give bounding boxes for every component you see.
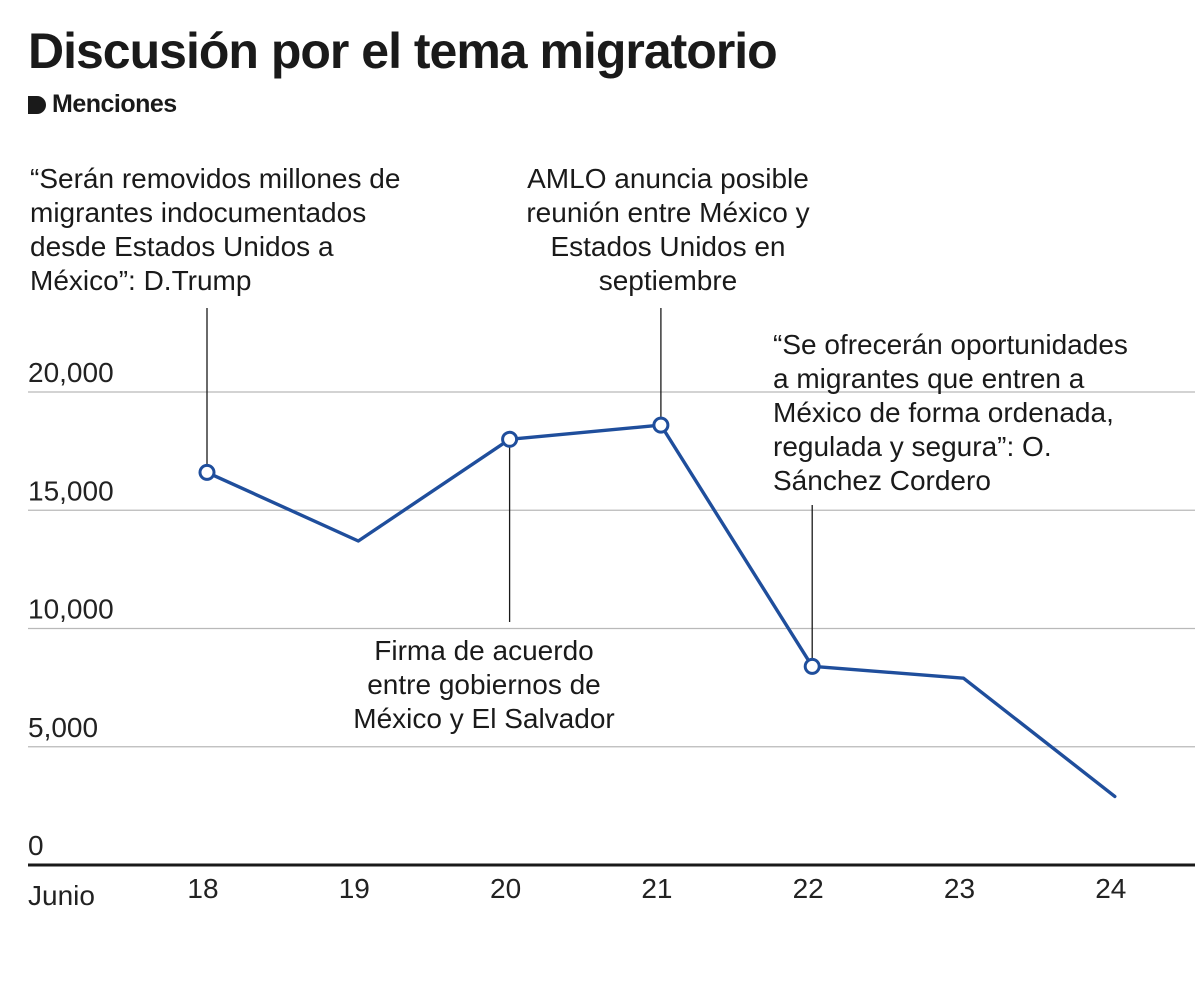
gridlines bbox=[28, 391, 1195, 748]
annotation-line: México y El Salvador bbox=[353, 703, 614, 734]
annotation-line: AMLO anuncia posible bbox=[527, 163, 809, 194]
annotation-line: septiembre bbox=[599, 265, 738, 296]
chart-subtitle: Menciones bbox=[28, 90, 177, 119]
annotation-line: reunión entre México y bbox=[526, 197, 809, 228]
subtitle-label: Menciones bbox=[52, 90, 177, 118]
x-tick-labels: 18 19 20 21 22 23 24 bbox=[187, 873, 1126, 904]
x-tick-label: 20 bbox=[490, 873, 521, 904]
x-tick-label: 18 bbox=[187, 873, 218, 904]
annotation-line: regulada y segura”: O. bbox=[773, 431, 1052, 462]
y-tick-label: 15,000 bbox=[28, 475, 114, 506]
annotation-line: “Se ofrecerán oportunidades bbox=[773, 329, 1128, 360]
data-point-marker bbox=[501, 430, 519, 448]
y-tick-label: 10,000 bbox=[28, 594, 114, 625]
annotation-line: “Serán removidos millones de bbox=[30, 163, 400, 194]
annotation-line: entre gobiernos de bbox=[367, 669, 601, 700]
y-tick-label: 0 bbox=[28, 830, 44, 861]
annotation-text: “Serán removidos millones de migrantes in… bbox=[30, 163, 400, 296]
y-tick-labels: 0 5,000 10,000 15,000 20,000 bbox=[28, 357, 114, 861]
annotation-line: Sánchez Cordero bbox=[773, 465, 991, 496]
data-point-marker bbox=[198, 463, 216, 481]
x-tick-label: 21 bbox=[641, 873, 672, 904]
data-point-marker bbox=[652, 416, 670, 434]
annotation-text: AMLO anuncia posible reunión entre México… bbox=[526, 163, 809, 296]
annotations: “Serán removidos millones de migrantes in… bbox=[30, 163, 1128, 734]
annotation-line: migrantes indocumentados bbox=[30, 197, 366, 228]
x-tick-label: 19 bbox=[339, 873, 370, 904]
annotation-line: desde Estados Unidos a bbox=[30, 231, 334, 262]
y-tick-label: 5,000 bbox=[28, 712, 98, 743]
chart-title: Discusión por el tema migratorio bbox=[28, 23, 778, 79]
annotation-line: México”: D.Trump bbox=[30, 265, 251, 296]
annotation-text: Firma de acuerdo entre gobiernos de México… bbox=[353, 635, 614, 734]
y-tick-label: 20,000 bbox=[28, 357, 114, 388]
annotation-line: Estados Unidos en bbox=[550, 231, 785, 262]
x-tick-label: 23 bbox=[944, 873, 975, 904]
annotation-text: “Se ofrecerán oportunidades a migrantes q… bbox=[773, 329, 1128, 496]
x-tick-label: 22 bbox=[793, 873, 824, 904]
subtitle-marker-icon bbox=[28, 95, 46, 114]
x-tick-label: 24 bbox=[1095, 873, 1126, 904]
annotation-leaders bbox=[206, 308, 813, 667]
annotation-line: a migrantes que entren a bbox=[773, 363, 1085, 394]
annotation-line: México de forma ordenada, bbox=[773, 397, 1114, 428]
data-points bbox=[198, 416, 821, 675]
x-axis-label: Junio bbox=[28, 880, 95, 911]
annotation-line: Firma de acuerdo bbox=[374, 635, 593, 666]
data-point-marker bbox=[803, 657, 821, 675]
